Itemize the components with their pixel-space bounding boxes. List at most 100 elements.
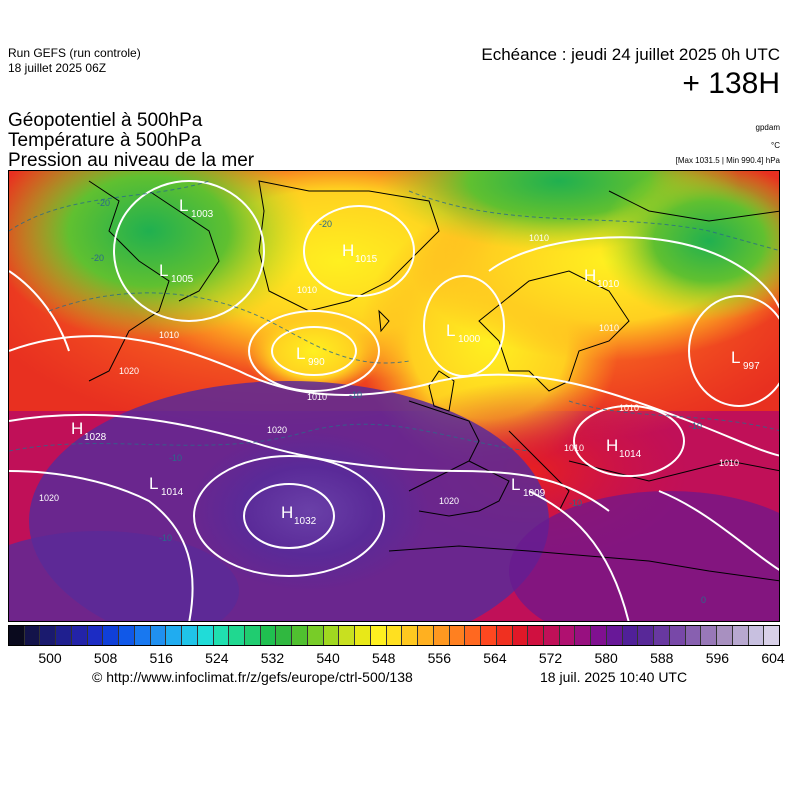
isobar-label: 1020 [267,425,287,435]
copyright-url[interactable]: © http://www.infoclimat.fr/z/gefs/europe… [92,669,413,685]
isotherms [9,180,779,452]
colorbar-swatch [748,626,765,645]
colorbar-swatch [260,626,277,645]
run-date: 18 juillet 2025 06Z [8,61,107,75]
colorbar-swatch [197,626,214,645]
isotherm-label: -10 [169,453,182,463]
colorbar-swatch [402,626,419,645]
svg-text:H: H [584,266,596,285]
svg-text:L: L [296,344,305,363]
colorbar-swatch [591,626,607,645]
colorbar-swatch [9,626,25,645]
svg-text:1014: 1014 [619,449,642,460]
svg-text:L: L [179,196,188,215]
weather-map: L 1003 L 1005 H 1015 L 990 L 1000 H 1010 [8,170,780,622]
isotherm-label: -20 [91,253,104,263]
colorbar-swatch [449,626,466,645]
valid-time: Echéance : jeudi 24 juillet 2025 0h UTC [481,45,780,64]
colorbar-swatch [543,626,560,645]
colorbar-tick-label: 500 [38,650,62,666]
colorbar-tick-label: 516 [149,650,173,666]
colorbar-swatch [370,626,387,645]
colorbar-swatch [622,626,639,645]
lead-time: + 138H [682,67,780,100]
colorbar-swatch [103,626,120,645]
colorbar-tick-label: 564 [483,650,507,666]
colorbar-swatch [119,626,135,645]
isobar-label: 1010 [719,458,739,468]
svg-text:990: 990 [308,357,325,368]
isobars [9,180,779,621]
colorbar-swatch [764,626,779,645]
coastlines [88,180,779,582]
colorbar-swatch [182,626,198,645]
colorbar-swatch [71,626,88,645]
colorbar-swatch [638,626,655,645]
isobar-label: 1010 [297,285,317,295]
colorbar-tick-label: 588 [650,650,674,666]
colorbar-swatch [559,626,576,645]
pressure-center: L 990 [296,344,325,368]
colorbar-swatch [24,626,41,645]
colorbar-swatch [528,626,544,645]
svg-text:1010: 1010 [597,279,620,290]
colorbar-swatch [355,626,371,645]
isotherm-label: -20 [97,198,110,208]
svg-text:1014: 1014 [161,487,184,498]
pressure-center: L 1000 [446,321,481,345]
colorbar-swatch [150,626,167,645]
pressure-center: L 1003 [179,196,214,220]
pressure-center: H 1015 [342,241,378,265]
pressure-center: L 997 [731,348,760,372]
isobar-label: 1010 [564,443,584,453]
colorbar-swatch [134,626,151,645]
svg-text:L: L [731,348,740,367]
unit-geopotential: gpdam [755,123,780,132]
isotherm-label: -20 [319,219,332,229]
isotherm-label: -10 [349,390,362,400]
isobar-label: 1020 [119,366,139,376]
pressure-centers: L 1003 L 1005 H 1015 L 990 L 1000 H 1010 [71,196,760,527]
svg-text:L: L [159,261,168,280]
colorbar-tick-label: 540 [316,650,340,666]
isotherm-labels: -20 -20 -20 -10 -10 -10 -10 0 -10 [91,198,706,605]
colorbar-swatch [732,626,749,645]
run-name: Run GEFS (run controle) [8,46,141,60]
colorbar [8,625,780,646]
colorbar-swatch [701,626,718,645]
isotherm-label: 0 [701,595,706,605]
svg-text:1028: 1028 [84,432,107,443]
colorbar-tick-label: 580 [594,650,618,666]
isobar-labels: 1010 1020 1010 1020 1010 1020 1010 1010 … [39,233,739,506]
colorbar-tick-label: 508 [93,650,118,666]
pressure-center: H 1010 [584,266,620,290]
svg-text:1032: 1032 [294,516,317,527]
colorbar-tick-label: 596 [705,650,730,666]
colorbar-swatch [496,626,513,645]
isobar-label: 1010 [307,392,327,402]
pressure-center: H 1014 [606,436,642,460]
pressure-center: H 1032 [281,503,317,527]
svg-text:997: 997 [743,361,760,372]
isotherm-label: -10 [689,421,702,431]
svg-text:L: L [149,474,158,493]
pressure-center: L 1014 [149,474,184,498]
colorbar-swatch [465,626,482,645]
colorbar-swatch [575,626,592,645]
isobar-label: 1020 [439,496,459,506]
unit-pressure: [Max 1031.5 | Min 990.4] hPa [675,156,780,165]
svg-text:1015: 1015 [355,254,378,265]
colorbar-tick-label: 556 [427,650,451,666]
isobar-label: 1010 [529,233,549,243]
parameter-temperature: Température à 500hPa [8,130,202,151]
colorbar-swatch [654,626,670,645]
colorbar-swatch [276,626,293,645]
colorbar-swatch [606,626,623,645]
colorbar-swatch [40,626,57,645]
colorbar-swatch [433,626,450,645]
svg-text:L: L [446,321,455,340]
isobar-label: 1010 [599,323,619,333]
generated-time: 18 juil. 2025 10:40 UTC [540,669,688,685]
colorbar-swatch [418,626,434,645]
colorbar-swatch [307,626,324,645]
